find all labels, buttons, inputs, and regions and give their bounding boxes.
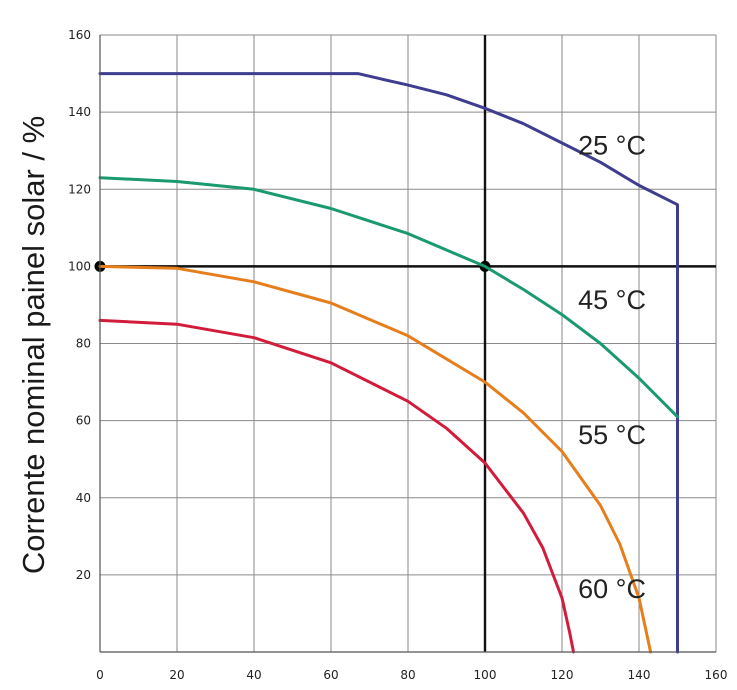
x-tick-label: 160 (705, 668, 728, 682)
x-tick-label: 0 (96, 668, 104, 682)
series-line (98, 318, 575, 654)
y-tick-label: 20 (76, 568, 91, 582)
grid (99, 34, 717, 652)
series-labels: 25 °C 45 °C 55 °C 60 °C (578, 131, 646, 604)
series-group (98, 72, 679, 654)
y-tick-label: 140 (68, 105, 91, 119)
x-tick-label: 20 (169, 668, 184, 682)
y-tick-label: 80 (76, 337, 91, 351)
series-label: 60 °C (578, 574, 646, 604)
series-line (98, 72, 679, 654)
series-label: 55 °C (578, 420, 646, 450)
x-tick-label: 140 (628, 668, 651, 682)
series-line (98, 264, 653, 654)
y-axis-label: Corrente nominal painel solar / % (16, 116, 51, 574)
x-tick-label: 80 (400, 668, 415, 682)
series-line (98, 176, 679, 419)
x-tick-label: 100 (474, 668, 497, 682)
y-tick-label: 40 (76, 491, 91, 505)
y-tick-labels: 20 40 60 80 100 120 140 160 (68, 28, 91, 582)
x-tick-label: 40 (246, 668, 261, 682)
y-tick-label: 100 (68, 259, 91, 273)
x-tick-labels: 0 20 40 60 80 100 120 140 160 (96, 668, 727, 682)
y-tick-label: 60 (76, 414, 91, 428)
x-tick-label: 120 (551, 668, 574, 682)
x-tick-label: 60 (323, 668, 338, 682)
series-label: 45 °C (578, 285, 646, 315)
y-tick-label: 160 (68, 28, 91, 42)
reference-lines (94, 35, 716, 652)
series-label: 25 °C (578, 131, 646, 161)
y-tick-label: 120 (68, 182, 91, 196)
plot-frame (99, 35, 716, 653)
